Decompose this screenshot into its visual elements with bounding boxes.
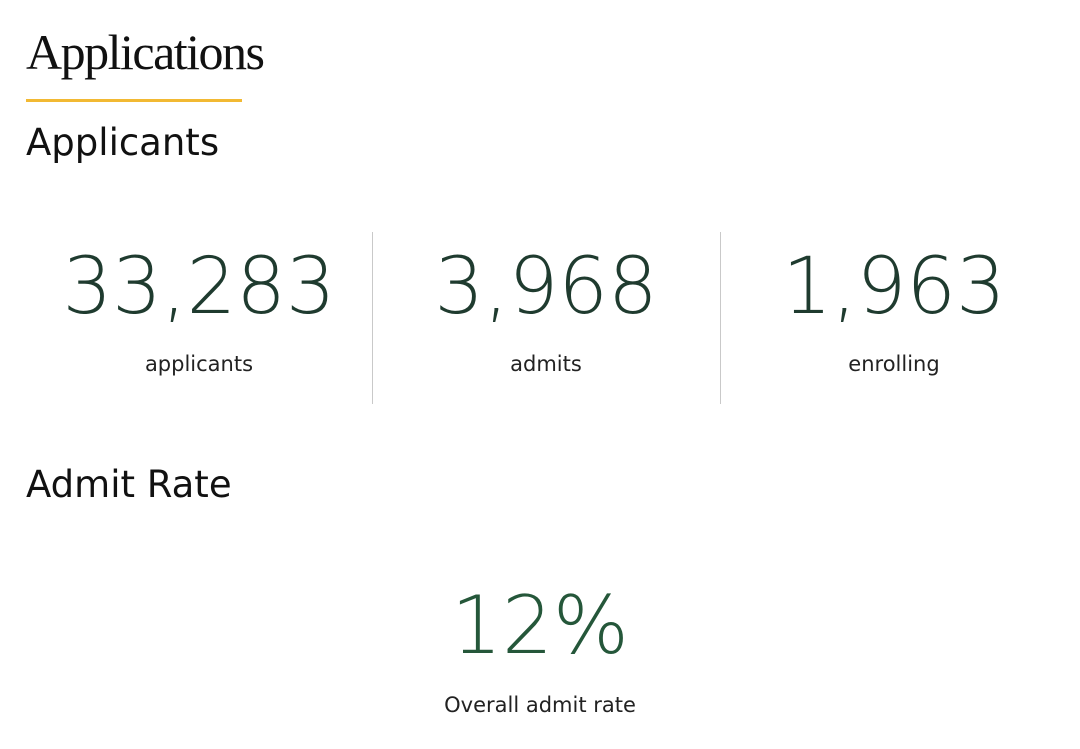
admit-rate-label: Overall admit rate xyxy=(444,693,636,717)
stat-admits: 3,968 admits xyxy=(373,232,719,404)
admit-rate-heading: Admit Rate xyxy=(26,463,232,506)
stat-enrolling-label: enrolling xyxy=(848,352,940,376)
stat-admits-value: 3,968 xyxy=(434,242,658,332)
applicants-heading: Applicants xyxy=(26,121,220,164)
stat-admits-label: admits xyxy=(510,352,582,376)
stat-applicants: 33,283 applicants xyxy=(26,232,372,404)
stat-enrolling-value: 1,963 xyxy=(782,242,1006,332)
admit-rate-value: 12% xyxy=(451,579,629,672)
stat-divider xyxy=(372,232,373,404)
stat-applicants-value: 33,283 xyxy=(62,242,336,332)
title-accent-rule xyxy=(26,99,242,102)
stat-enrolling: 1,963 enrolling xyxy=(721,232,1067,404)
stat-divider xyxy=(720,232,721,404)
page-title: Applications xyxy=(26,24,265,80)
stat-applicants-label: applicants xyxy=(144,352,254,376)
admit-rate-stat: 12% Overall admit rate xyxy=(0,578,1080,728)
